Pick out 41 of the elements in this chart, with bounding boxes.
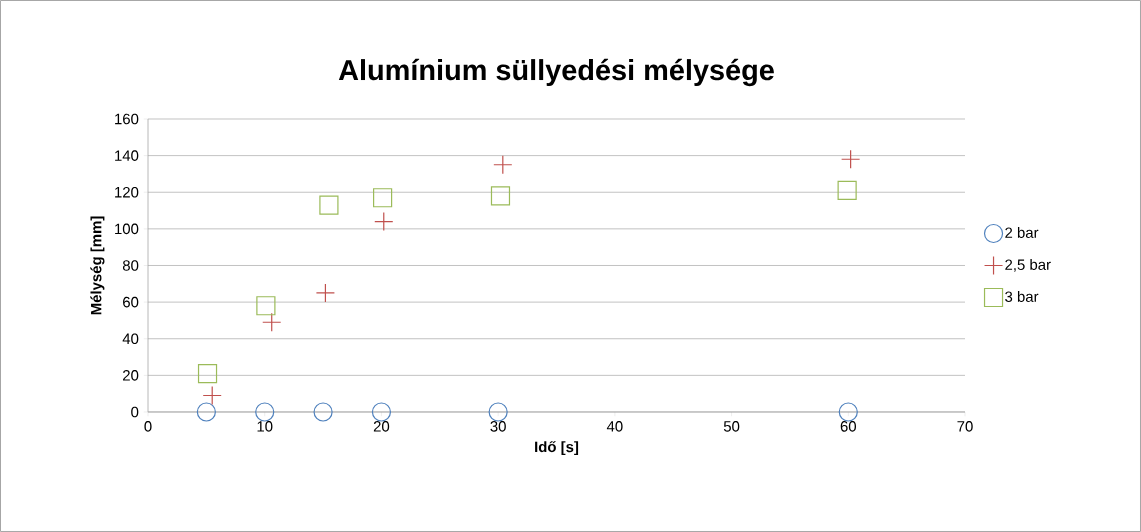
point <box>256 296 276 316</box>
point <box>838 402 858 422</box>
point <box>319 195 339 215</box>
point <box>196 402 216 422</box>
point <box>837 180 857 200</box>
y-tick-label: 0 <box>131 406 139 418</box>
x-tick-label: 20 <box>373 421 390 432</box>
point <box>493 155 513 175</box>
point <box>262 312 282 332</box>
y-axis-title: Mélység [mm] <box>90 216 105 315</box>
x-tick-label: 50 <box>723 421 740 432</box>
legend-label: 3 bar <box>1005 291 1039 302</box>
legend-label: 2,5 bar <box>1005 259 1051 272</box>
point <box>373 188 393 208</box>
point <box>202 385 222 406</box>
x-tick-label: 10 <box>257 421 273 432</box>
y-tick-label: 20 <box>123 370 139 381</box>
y-tick-label: 100 <box>115 223 139 235</box>
y-tick-label: 60 <box>123 296 139 308</box>
y-tick-label: 140 <box>115 150 139 161</box>
y-tick-label: 120 <box>115 186 139 198</box>
point <box>490 186 511 206</box>
x-tick-label: 60 <box>840 421 857 432</box>
x-tick-label: 70 <box>957 421 973 432</box>
y-tick-label: 160 <box>115 113 139 125</box>
y-tick-label: 40 <box>122 333 139 345</box>
point <box>315 283 336 303</box>
x-tick-label: 0 <box>144 421 152 432</box>
point <box>313 402 333 422</box>
point <box>197 363 218 384</box>
point <box>255 402 275 422</box>
point <box>374 211 394 232</box>
x-axis-title: Idő [s] <box>535 441 579 456</box>
legend-label: 2 bar <box>1005 227 1039 238</box>
x-tick-label: 40 <box>606 421 623 432</box>
chart-title: Alumínium süllyedési mélysége <box>338 58 774 87</box>
point <box>841 149 861 169</box>
point <box>371 402 392 422</box>
y-tick-label: 80 <box>122 260 139 271</box>
x-tick-label: 30 <box>490 421 506 432</box>
point <box>488 402 508 422</box>
